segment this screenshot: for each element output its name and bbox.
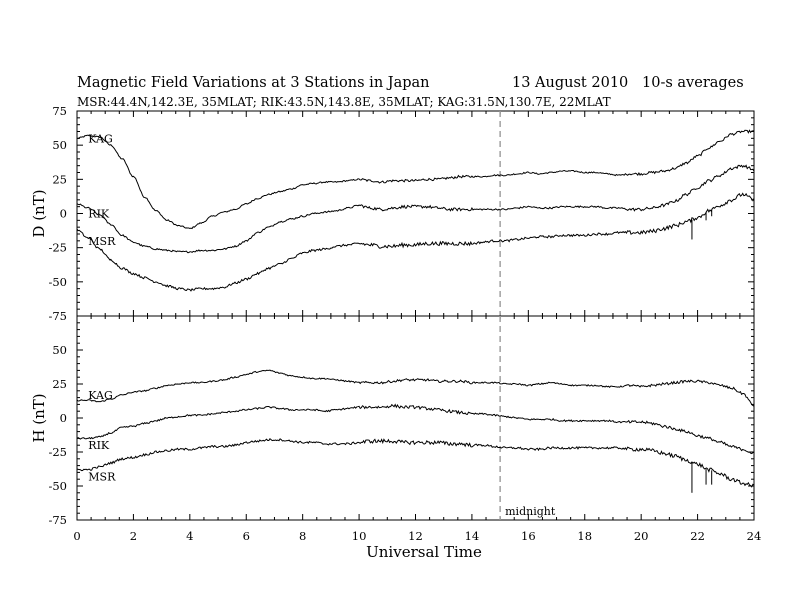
y-tick-label: 25 xyxy=(52,377,67,391)
y-tick-label: 0 xyxy=(60,411,67,425)
y-tick-label: -25 xyxy=(48,241,67,255)
x-tick-label: 4 xyxy=(186,529,193,543)
y-tick-label: 0 xyxy=(60,207,67,221)
chart-date: 13 August 2010 xyxy=(512,75,628,91)
y-axis-label: D (nT) xyxy=(30,189,48,237)
series-line-msr xyxy=(76,192,755,292)
series-label-kag: KAG xyxy=(88,132,113,145)
x-tick-label: 6 xyxy=(243,529,250,543)
x-tick-label: 18 xyxy=(577,529,592,543)
y-tick-label: 50 xyxy=(52,138,67,152)
x-tick-label: 24 xyxy=(747,529,762,543)
y-tick-label: 25 xyxy=(52,172,67,186)
x-tick-label: 14 xyxy=(465,529,480,543)
series-label-msr: MSR xyxy=(88,470,116,483)
y-tick-label: -50 xyxy=(48,479,67,493)
x-tick-label: 10 xyxy=(352,529,367,543)
x-tick-label: 12 xyxy=(408,529,423,543)
series-label-kag: KAG xyxy=(88,389,113,402)
series-line-rik xyxy=(76,164,755,254)
chart-title: Magnetic Field Variations at 3 Stations … xyxy=(77,75,430,91)
x-tick-label: 20 xyxy=(634,529,649,543)
x-tick-label: 2 xyxy=(130,529,137,543)
x-tick-label: 22 xyxy=(690,529,705,543)
series-line-kag xyxy=(76,129,755,230)
x-tick-labels: 0 2 4 6 8 10 12 14 16 18 20 22 24 xyxy=(73,529,761,543)
series-label-rik: RIK xyxy=(88,439,110,452)
y-tick-label: -75 xyxy=(48,309,67,323)
series-line-msr xyxy=(76,438,755,488)
y-axis-label: H (nT) xyxy=(30,393,48,442)
series-label-rik: RIK xyxy=(88,208,110,221)
series-line-rik xyxy=(76,403,755,455)
y-tick-label: -50 xyxy=(48,275,67,289)
y-tick-label: -75 xyxy=(48,513,67,527)
x-tick-label: 8 xyxy=(299,529,306,543)
x-tick-label: 0 xyxy=(73,529,80,543)
series-label-msr: MSR xyxy=(88,235,116,248)
plot-panels: 75 50 25 0 -25 -50 -75 D (nT) KAG RIK MSR 50 25 0 -25 -… xyxy=(30,104,761,543)
y-tick-label: 75 xyxy=(52,104,67,118)
y-tick-label: -25 xyxy=(48,445,67,459)
chart-averaging: 10-s averages xyxy=(642,75,744,91)
x-tick-label: 16 xyxy=(521,529,536,543)
x-axis-label: Universal Time xyxy=(366,543,482,561)
midnight-label: midnight xyxy=(505,505,556,518)
station-coordinates: MSR:44.4N,142.3E, 35MLAT; RIK:43.5N,143.… xyxy=(77,95,611,109)
series-line-kag xyxy=(76,369,755,407)
panel-h: 50 25 0 -25 -50 -75 H (nT) KAG RIK MSR midnight xyxy=(30,315,755,527)
y-tick-label: 50 xyxy=(52,343,67,357)
panel-d: 75 50 25 0 -25 -50 -75 D (nT) KAG RIK MSR xyxy=(30,104,755,323)
